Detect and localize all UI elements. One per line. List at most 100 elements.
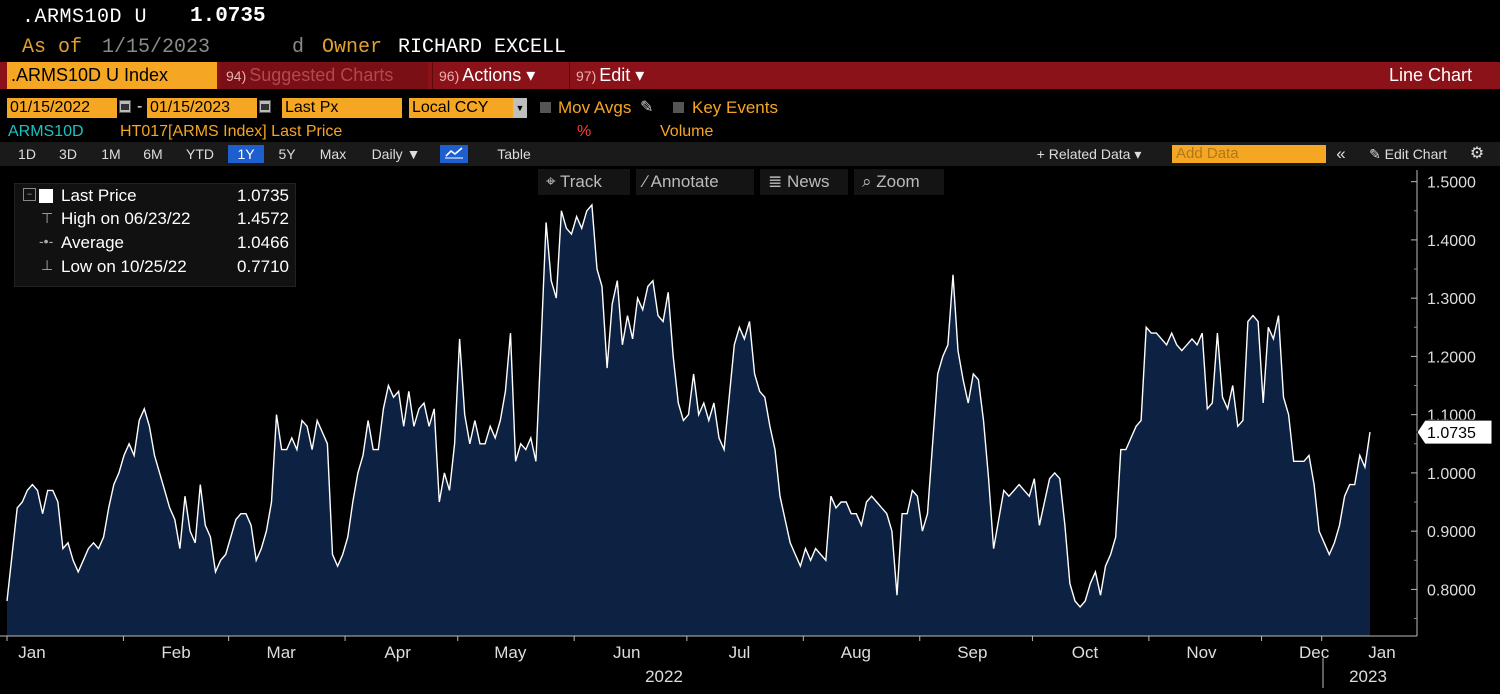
- last-value-label: 1.0735: [1427, 425, 1476, 442]
- y-axis: 1.50001.40001.30001.20001.10001.00000.90…: [1411, 170, 1493, 636]
- zoom-button[interactable]: ⌕ Zoom: [854, 169, 944, 195]
- legend-average-label: Average: [61, 233, 125, 252]
- calendar-icon[interactable]: [119, 100, 131, 113]
- actions-num: 96): [439, 68, 460, 84]
- collapse-icon[interactable]: «: [1336, 144, 1346, 163]
- chart-legend: − Last Price 1.0735 ⊤ High on 06/23/22 1…: [14, 183, 296, 287]
- average-marker-icon: -•-: [39, 233, 54, 249]
- mov-avgs-label[interactable]: Mov Avgs: [558, 98, 632, 117]
- y-tick-label: 1.3000: [1427, 291, 1476, 308]
- x-month-label: Feb: [161, 643, 190, 662]
- table-button[interactable]: Table: [497, 146, 531, 162]
- volume-label[interactable]: Volume: [660, 123, 714, 140]
- period-1m[interactable]: 1M: [101, 146, 121, 162]
- last-price-header: 1.0735: [190, 5, 266, 28]
- period-5y[interactable]: 5Y: [278, 146, 296, 162]
- x-month-label: Aug: [841, 643, 871, 662]
- series-swatch: [39, 189, 53, 203]
- high-marker-icon: ⊤: [41, 210, 54, 226]
- chart-area-series: [6, 203, 1371, 636]
- legend-high-value: 1.4572: [237, 209, 289, 228]
- annotate-icon: ∕: [644, 172, 651, 191]
- chevron-down-icon[interactable]: ▼: [513, 98, 527, 118]
- suggested-num: 94): [226, 68, 247, 84]
- period-3d[interactable]: 3D: [59, 146, 77, 162]
- x-month-label: Apr: [384, 643, 411, 662]
- period-ytd[interactable]: YTD: [186, 146, 214, 162]
- suggested-charts-menu[interactable]: 94) Suggested Charts: [220, 62, 428, 89]
- zoom-label: Zoom: [876, 172, 920, 191]
- actions-menu[interactable]: 96) Actions ▾: [432, 62, 566, 89]
- edit-menu[interactable]: 97) Edit ▾: [569, 62, 669, 89]
- crosshair-icon: ⌖: [546, 172, 560, 191]
- last-value-callout: [1416, 419, 1493, 445]
- track-label: Track: [560, 172, 602, 191]
- legend-last-price-label: Last Price: [61, 186, 137, 205]
- x-month-label: Dec: [1299, 643, 1330, 662]
- as-of-label: As of: [22, 36, 83, 59]
- period-max[interactable]: Max: [319, 146, 347, 162]
- legend-high-label: High on 06/23/22: [61, 209, 191, 228]
- gear-icon[interactable]: ⚙: [1469, 145, 1485, 162]
- low-marker-icon: ⊥: [41, 257, 54, 273]
- related-data-button[interactable]: + Related Data ▾: [1036, 146, 1142, 162]
- key-events-label[interactable]: Key Events: [692, 98, 778, 117]
- edit-num: 97): [576, 68, 597, 84]
- edit-label: Edit ▾: [599, 65, 645, 85]
- line-chart-icon[interactable]: [440, 145, 468, 163]
- edit-chart-button[interactable]: ✎ Edit Chart: [1369, 146, 1447, 162]
- field-select[interactable]: Last Px: [282, 98, 402, 118]
- frequency-select[interactable]: Daily ▼: [371, 146, 421, 162]
- currency-select[interactable]: Local CCY: [409, 98, 513, 118]
- zoom-icon: ⌕: [862, 172, 877, 191]
- owner-label: Owner: [322, 36, 383, 59]
- y-tick-label: 1.2000: [1427, 349, 1476, 366]
- annotate-label: Annotate: [650, 172, 719, 191]
- period-6m[interactable]: 6M: [143, 146, 163, 162]
- legend-average-value: 1.0466: [237, 233, 289, 252]
- x-month-label: Jan: [18, 643, 45, 662]
- actions-label: Actions ▾: [462, 65, 536, 85]
- add-data-input[interactable]: Add Data: [1172, 145, 1326, 163]
- news-button[interactable]: ≣ News: [760, 169, 848, 195]
- x-year-label: 2022: [645, 667, 683, 686]
- x-month-label: May: [494, 643, 527, 662]
- security-index-field[interactable]: .ARMS10D U Index: [7, 62, 217, 89]
- mov-avgs-checkbox[interactable]: [540, 102, 551, 113]
- legend-last-price-value: 1.0735: [237, 186, 289, 205]
- x-month-label: Nov: [1186, 643, 1217, 662]
- y-tick-label: 1.4000: [1427, 233, 1476, 250]
- suggested-charts-label: Suggested Charts: [249, 65, 394, 85]
- chart-type-label[interactable]: Line Chart: [1388, 65, 1472, 85]
- series-area-fill: [7, 205, 1370, 636]
- period-1y[interactable]: 1Y: [228, 145, 264, 163]
- series-security: ARMS10D: [8, 123, 84, 140]
- owner-name: RICHARD EXCELL: [398, 36, 567, 59]
- percent-toggle[interactable]: %: [577, 123, 592, 140]
- x-month-label: Sep: [957, 643, 987, 662]
- series-line: [6, 203, 1371, 608]
- y-tick-label: 1.5000: [1427, 175, 1476, 192]
- as-of-date: 1/15/2023: [102, 36, 211, 59]
- series-field-description: HT017[ARMS Index] Last Price: [120, 123, 343, 140]
- calendar-icon[interactable]: [259, 100, 271, 113]
- x-month-label: Jan: [1368, 643, 1395, 662]
- period-1d[interactable]: 1D: [18, 146, 36, 162]
- d-label: d: [292, 36, 305, 59]
- track-button[interactable]: ⌖ Track: [538, 169, 630, 195]
- end-date-input[interactable]: 01/15/2023: [147, 98, 257, 118]
- y-tick-label: 0.8000: [1427, 582, 1476, 599]
- x-month-label: Oct: [1072, 643, 1099, 662]
- news-icon: ≣: [768, 172, 787, 191]
- legend-low-label: Low on 10/25/22: [61, 257, 187, 276]
- key-events-checkbox[interactable]: [673, 102, 684, 113]
- start-date-input[interactable]: 01/15/2022: [7, 98, 117, 118]
- y-tick-label: 0.9000: [1427, 524, 1476, 541]
- collapse-legend-icon[interactable]: −: [23, 188, 36, 201]
- legend-low-value: 0.7710: [237, 257, 289, 276]
- x-month-label: Mar: [267, 643, 297, 662]
- ticker-title: .ARMS10D U: [22, 6, 148, 29]
- annotate-button[interactable]: ∕ Annotate: [636, 169, 754, 195]
- pencil-icon[interactable]: ✎: [640, 99, 654, 116]
